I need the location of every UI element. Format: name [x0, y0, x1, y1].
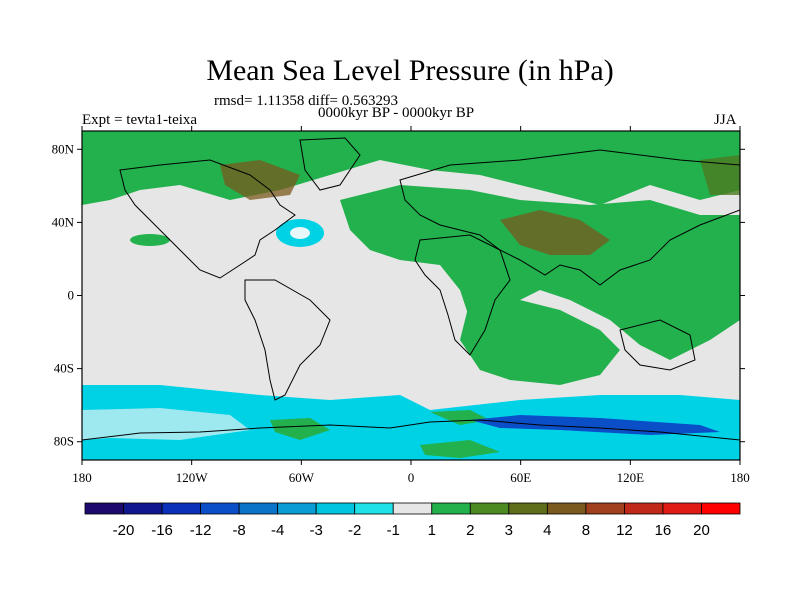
colorbar-swatch [701, 502, 741, 515]
lon-tick-label: 180 [72, 470, 92, 485]
coastline-south-america [244, 279, 331, 401]
lat-tick-label: 80S [54, 434, 74, 449]
coastline-antarctica [82, 419, 740, 441]
experiment-label: Expt = tevta1-teixa [82, 112, 198, 128]
latitude-axis: 80N 40N 0 40S 80S [52, 141, 745, 449]
anomaly-region-southern-pale [82, 408, 250, 440]
colorbar-swatch [84, 502, 124, 515]
colorbar-label: 2 [466, 522, 474, 539]
colorbar-label: 1 [428, 522, 436, 539]
colorbar-swatch [624, 502, 664, 515]
anomaly-region-antarctic-deep-low [470, 415, 720, 435]
anomaly-region-highest-eurasia [500, 210, 610, 255]
colorbar-label: 16 [655, 522, 672, 539]
colorbar-swatch [469, 502, 510, 515]
colorbar-label: 4 [543, 522, 551, 539]
coastline-africa [414, 234, 511, 356]
lat-tick-label: 40N [52, 214, 75, 229]
anomaly-region-north-pacific [130, 234, 170, 246]
lon-tick-label: 60W [289, 470, 315, 485]
coastline-greenland [299, 137, 361, 191]
colorbar-swatch [277, 502, 317, 515]
colorbar-label: -20 [113, 522, 135, 539]
anomaly-region-southern-ocean [82, 385, 740, 460]
colorbar-label: 8 [582, 522, 590, 539]
lon-tick-label: 180 [730, 470, 750, 485]
colorbar-swatch [546, 502, 587, 515]
colorbar-swatch [392, 502, 433, 515]
colorbar-swatch [238, 502, 279, 515]
colorbar-swatch [123, 502, 163, 515]
lon-tick-label: 120W [176, 470, 209, 485]
lat-tick-label: 0 [68, 288, 75, 303]
lat-tick-label: 80N [52, 141, 75, 156]
colorbar-swatch [315, 502, 356, 515]
anomaly-region-highest-northamerica [220, 160, 300, 200]
anomaly-region-southern-atlantic [460, 300, 620, 385]
colorbar-label: -1 [387, 522, 400, 539]
lat-tick-label: 40S [54, 361, 74, 376]
colorbar-label: -3 [310, 522, 323, 539]
colorbar-swatch [161, 502, 201, 515]
coastline-australia [619, 319, 696, 371]
colorbar-label: 20 [693, 522, 710, 539]
colorbar-swatch [585, 502, 625, 515]
map-plot-area [82, 131, 740, 460]
lon-tick-label: 0 [408, 470, 415, 485]
colorbar-label: -8 [232, 522, 245, 539]
colorbar: -20 -16 -12 -8 -4 -3 -2 -1 1 2 3 4 8 12 16 20 [84, 502, 741, 539]
colorbar-label: 12 [616, 522, 633, 539]
longitude-axis: 180 120W 60W 0 60E 120E 180 [72, 126, 750, 485]
season-label: JJA [714, 112, 737, 128]
chart-title: Mean Sea Level Pressure (in hPa) [206, 54, 614, 87]
colorbar-label: -4 [271, 522, 284, 539]
stats-label: rmsd= 1.11358 diff= 0.563293 [214, 93, 398, 109]
colorbar-label: -16 [151, 522, 173, 539]
colorbar-label: -12 [190, 522, 212, 539]
colorbar-swatch [508, 502, 548, 515]
anomaly-region-highest-pacific [700, 155, 740, 195]
lon-tick-label: 120E [617, 470, 645, 485]
colorbar-label: -2 [348, 522, 361, 539]
lon-tick-label: 60E [510, 470, 531, 485]
anomaly-region-antarctic-positive [270, 410, 490, 440]
coastline-europe-asia [399, 149, 740, 286]
colorbar-swatch [200, 502, 240, 515]
anomaly-region-antarctic-positive-east [420, 440, 500, 458]
coastlines [82, 137, 740, 441]
colorbar-swatch [354, 502, 394, 515]
period-label: 0000kyr BP - 0000kyr BP [318, 105, 475, 121]
colorbar-swatch [431, 502, 471, 515]
colorbar-swatch [662, 502, 702, 515]
colorbar-label: 3 [505, 522, 513, 539]
anomaly-region-north-atlantic-low-core [290, 227, 310, 239]
coastline-north-america [119, 159, 296, 279]
